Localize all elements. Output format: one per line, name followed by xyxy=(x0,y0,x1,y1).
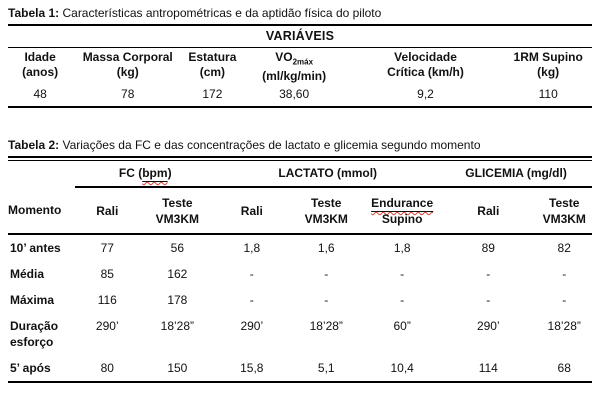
data-cell: 10,4 xyxy=(390,360,414,375)
misspelled-word-bpm: bpm xyxy=(142,165,168,180)
table1-title-text: Características antropométricas e da apt… xyxy=(59,6,382,20)
data-cell: 290’ xyxy=(95,318,119,333)
col-header-lactato-rali: Rali xyxy=(215,186,289,235)
col-header-fc-teste-vm3km: Teste VM3KM xyxy=(139,186,216,235)
data-cell: 290’ xyxy=(476,318,500,333)
group-header-glicemia: GLICEMIA (mg/dl) xyxy=(440,160,592,188)
table2: FC (bpm) LACTATO (mmol) GLICEMIA (mg/dl)… xyxy=(8,159,592,383)
table1-header-row: Idade (anos) Massa Corporal (kg) Estatur… xyxy=(8,48,592,86)
table1-col-header-vo2max: VO2máx (ml/kg/min) xyxy=(262,50,327,84)
table2-title: Tabela 2: Variações da FC e das concentr… xyxy=(8,138,592,153)
table1: VARIÁVEIS Idade (anos) Massa Corporal (k… xyxy=(8,24,592,109)
data-cell: 85 xyxy=(100,266,114,281)
data-cell: 18’28” xyxy=(160,318,195,333)
data-cell: - xyxy=(562,266,567,281)
data-cell: 1,6 xyxy=(317,240,335,255)
table1-col-header-estatura: Estatura (cm) xyxy=(188,50,237,79)
table-row-maxima: Máxima 116 178 - - - - - xyxy=(8,287,592,313)
col-header-glicemia-rali: Rali xyxy=(440,186,537,235)
data-cell: 77 xyxy=(100,240,114,255)
col-header-glicemia-teste-vm3km: Teste VM3KM xyxy=(536,186,592,235)
col-header-endurance-supino: Endurance Supino xyxy=(364,186,441,235)
data-cell: - xyxy=(486,292,491,307)
row-label: 5’ após xyxy=(10,360,51,375)
row-label: Duração esforço xyxy=(10,318,59,349)
table2-top-rule: FC (bpm) LACTATO (mmol) GLICEMIA (mg/dl)… xyxy=(8,156,592,383)
data-cell: 89 xyxy=(481,240,495,255)
table1-variables-header: VARIÁVEIS xyxy=(8,25,592,48)
table1-value-massa-corporal: 78 xyxy=(121,87,135,102)
row-label: Máxima xyxy=(10,292,55,307)
data-cell: 290’ xyxy=(240,318,264,333)
data-cell: - xyxy=(324,266,329,281)
data-cell: 178 xyxy=(167,292,188,307)
data-cell: 15,8 xyxy=(240,360,264,375)
data-cell: 82 xyxy=(557,240,571,255)
table1-col-header-1rm-supino: 1RM Supino (kg) xyxy=(513,50,583,79)
row-label: Média xyxy=(10,266,45,281)
table1-title: Tabela 1: Características antropométrica… xyxy=(8,6,592,21)
col-header-momento: Momento xyxy=(8,186,76,235)
data-cell: - xyxy=(400,292,405,307)
data-cell: - xyxy=(486,266,491,281)
table2-title-label: Tabela 2: xyxy=(8,138,60,153)
table1-col-header-massa-corporal: Massa Corporal (kg) xyxy=(82,50,173,79)
col-header-lactato-teste-vm3km: Teste VM3KM xyxy=(288,186,365,235)
data-cell: 162 xyxy=(167,266,188,281)
table2-subheader-row: Momento Rali Teste VM3KM Rali Teste VM3K… xyxy=(8,186,592,235)
misspelled-word-endurance: Endurance xyxy=(371,195,434,210)
data-cell: - xyxy=(249,266,254,281)
table1-value-vo2max: 38,60 xyxy=(279,87,310,102)
table1-col-header-velocidade-critica: Velocidade Crítica (km/h) xyxy=(387,50,464,79)
table1-title-label: Tabela 1: xyxy=(8,6,60,20)
table-row-media: Média 85 162 - - - - - xyxy=(8,261,592,287)
table-row-duracao-esforco: Duração esforço 290’ 18’28” 290’ 18’28” … xyxy=(8,313,592,355)
data-cell: 116 xyxy=(97,292,117,307)
data-cell: - xyxy=(249,292,254,307)
table1-value-1rm-supino: 110 xyxy=(538,87,558,102)
col-header-fc-rali: Rali xyxy=(75,186,140,235)
table-row-5min-apos: 5’ após 80 150 15,8 5,1 10,4 114 68 xyxy=(8,355,592,382)
data-cell: 1,8 xyxy=(393,240,411,255)
group-header-fc: FC (bpm) xyxy=(75,160,216,188)
data-cell: 68 xyxy=(557,360,571,375)
table1-variables-row: VARIÁVEIS xyxy=(8,25,592,48)
table1-col-header-idade: Idade (anos) xyxy=(22,50,59,79)
table1-value-velocidade-critica: 9,2 xyxy=(417,87,434,102)
table1-value-idade: 48 xyxy=(33,87,47,102)
table2-group-header-row: FC (bpm) LACTATO (mmol) GLICEMIA (mg/dl) xyxy=(8,160,592,188)
data-cell: - xyxy=(400,266,405,281)
data-cell: 80 xyxy=(100,360,114,375)
table1-value-row: 48 78 172 38,60 9,2 110 xyxy=(8,85,592,107)
group-header-empty xyxy=(8,160,75,187)
data-cell: 114 xyxy=(478,360,498,375)
data-cell: 56 xyxy=(170,240,185,255)
row-label: 10’ antes xyxy=(10,240,61,255)
table2-title-text: Variações da FC e das concentrações de l… xyxy=(59,138,481,153)
data-cell: 1,8 xyxy=(243,240,261,255)
table2-section: Tabela 2: Variações da FC e das concentr… xyxy=(8,138,592,383)
data-cell: - xyxy=(562,292,567,307)
group-header-lactato: LACTATO (mmol) xyxy=(215,160,441,188)
data-cell: 60” xyxy=(393,318,411,333)
table1-value-estatura: 172 xyxy=(202,87,223,102)
table-row-10min-antes: 10’ antes 77 56 1,8 1,6 1,8 89 82 xyxy=(8,234,592,261)
data-cell: 5,1 xyxy=(317,360,335,375)
data-cell: 150 xyxy=(167,360,188,375)
data-cell: - xyxy=(324,292,329,307)
data-cell: 18’28” xyxy=(547,318,581,333)
data-cell: 18’28” xyxy=(309,318,343,333)
